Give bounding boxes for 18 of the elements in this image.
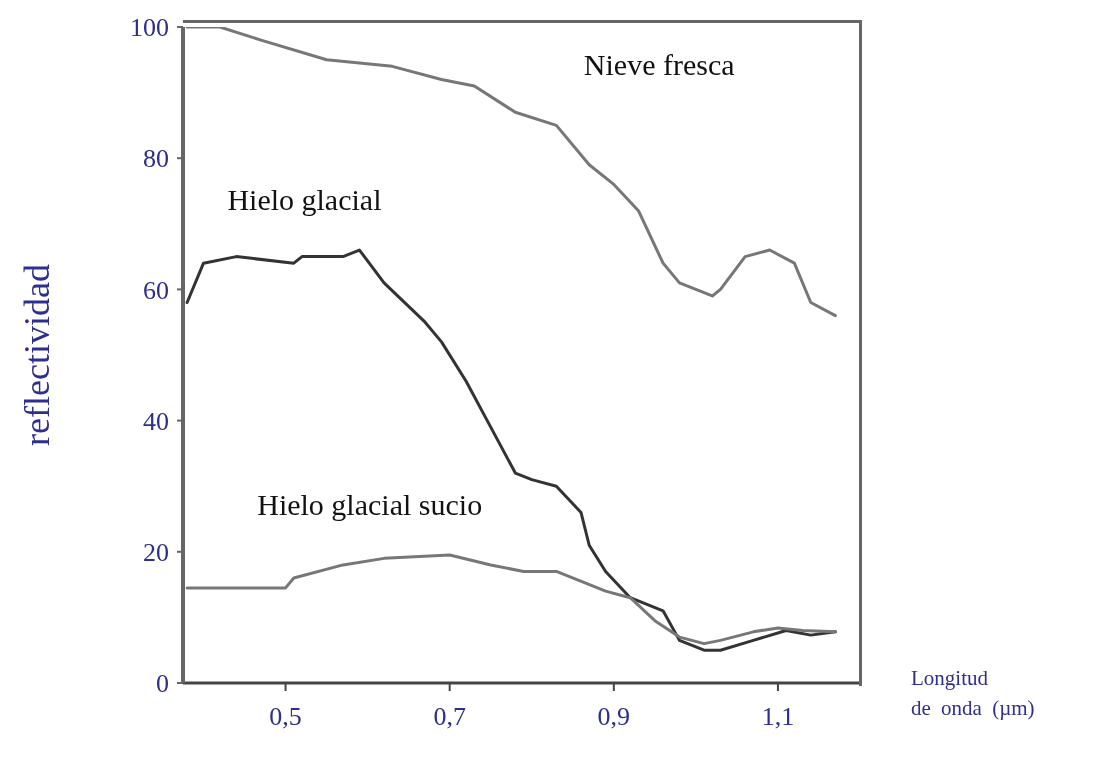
x-tick-label: 0,5 bbox=[269, 702, 302, 732]
y-tick-label: 80 bbox=[143, 144, 169, 174]
y-tick-label: 0 bbox=[156, 669, 169, 699]
x-tick-label: 0,7 bbox=[433, 702, 466, 732]
y-tick-label: 20 bbox=[143, 538, 169, 568]
line-series bbox=[185, 553, 837, 646]
y-tick-label: 100 bbox=[130, 13, 169, 43]
x-tick-label: 1,1 bbox=[761, 702, 795, 732]
y-tick-label: 40 bbox=[143, 406, 169, 436]
y-tick-label: 60 bbox=[143, 275, 169, 305]
series-label: Hielo glacial sucio bbox=[257, 488, 483, 522]
x-axis-title: Longitud de onda (µm) bbox=[911, 665, 1036, 722]
series-label: Hielo glacial bbox=[227, 183, 382, 217]
line-series bbox=[185, 248, 837, 652]
line-series bbox=[185, 27, 837, 318]
series-label: Nieve fresca bbox=[583, 47, 735, 81]
x-tick-label: 0,9 bbox=[597, 702, 631, 732]
y-axis-title: reflectividad bbox=[16, 264, 57, 446]
